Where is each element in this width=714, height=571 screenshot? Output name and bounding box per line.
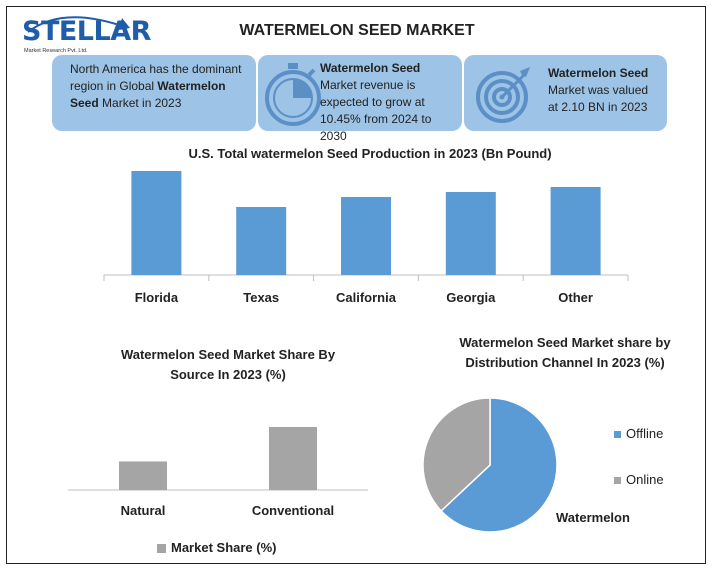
card-text-bold: Watermelon Seed <box>70 79 226 110</box>
production-bar-chart: Florida Texas California Georgia Other <box>103 171 629 305</box>
pie-slice <box>422 397 491 512</box>
infographic-frame <box>6 6 706 564</box>
bar <box>236 207 287 275</box>
x-tick-label: Other <box>558 290 593 305</box>
bar <box>550 187 601 275</box>
x-tick-label: Conventional <box>252 503 334 518</box>
source-bar-chart: Natural Conventional <box>68 427 368 518</box>
card-text-post: Market in 2023 <box>98 96 182 110</box>
card-text-post: Market was valued at 2.10 BN in 2023 <box>548 83 649 114</box>
legend-swatch <box>157 544 166 554</box>
chart-title-channel: Watermelon Seed Market share by Distribu… <box>459 335 671 370</box>
channel-pie-chart <box>422 397 558 533</box>
info-card-value: Watermelon Seed Market was valued at 2.1… <box>464 55 667 131</box>
logo-arrow-icon <box>27 16 130 33</box>
stopwatch-icon <box>265 63 321 126</box>
card-text-pre: North America has the dominant region in… <box>70 62 242 93</box>
bar <box>131 171 182 275</box>
x-tick-label: California <box>336 290 397 305</box>
company-logo: STELLAR Market Research Pvt. Ltd. <box>20 12 151 56</box>
bar <box>269 427 317 490</box>
chart-title-source: Watermelon Seed Market Share By Source I… <box>120 347 336 382</box>
pie-annotation: Watermelon <box>556 510 630 525</box>
info-card-growth: Watermelon Seed Market revenue is expect… <box>258 55 462 143</box>
page-title: WATERMELON SEED MARKET <box>239 22 475 39</box>
legend-label: Online <box>626 472 664 487</box>
card-text-post: Market revenue is expected to grow at 10… <box>320 78 432 143</box>
pie-legend-item-offline: Offline <box>614 426 663 441</box>
pie-legend-item-online: Online <box>614 472 664 487</box>
target-icon <box>476 67 530 123</box>
x-tick-label: Texas <box>243 290 279 305</box>
info-card-region: North America has the dominant region in… <box>52 55 256 131</box>
legend-swatch <box>614 431 621 439</box>
source-chart-legend: Market Share (%) <box>157 540 276 555</box>
x-tick-label: Georgia <box>446 290 496 305</box>
logo-tagline: Market Research Pvt. Ltd. <box>24 48 88 54</box>
x-tick-label: Natural <box>121 503 166 518</box>
legend-label: Market Share (%) <box>171 540 277 555</box>
card-text-bold: Watermelon Seed <box>548 66 649 80</box>
chart-title-production: U.S. Total watermelon Seed Production in… <box>188 146 552 161</box>
card-text-bold: Watermelon Seed <box>320 61 421 75</box>
pie-slice <box>440 397 558 533</box>
bar <box>341 197 391 275</box>
legend-swatch <box>614 477 621 485</box>
bar <box>445 192 496 275</box>
legend-label: Offline <box>626 426 664 441</box>
bar <box>119 461 167 490</box>
x-tick-label: Florida <box>135 290 179 305</box>
